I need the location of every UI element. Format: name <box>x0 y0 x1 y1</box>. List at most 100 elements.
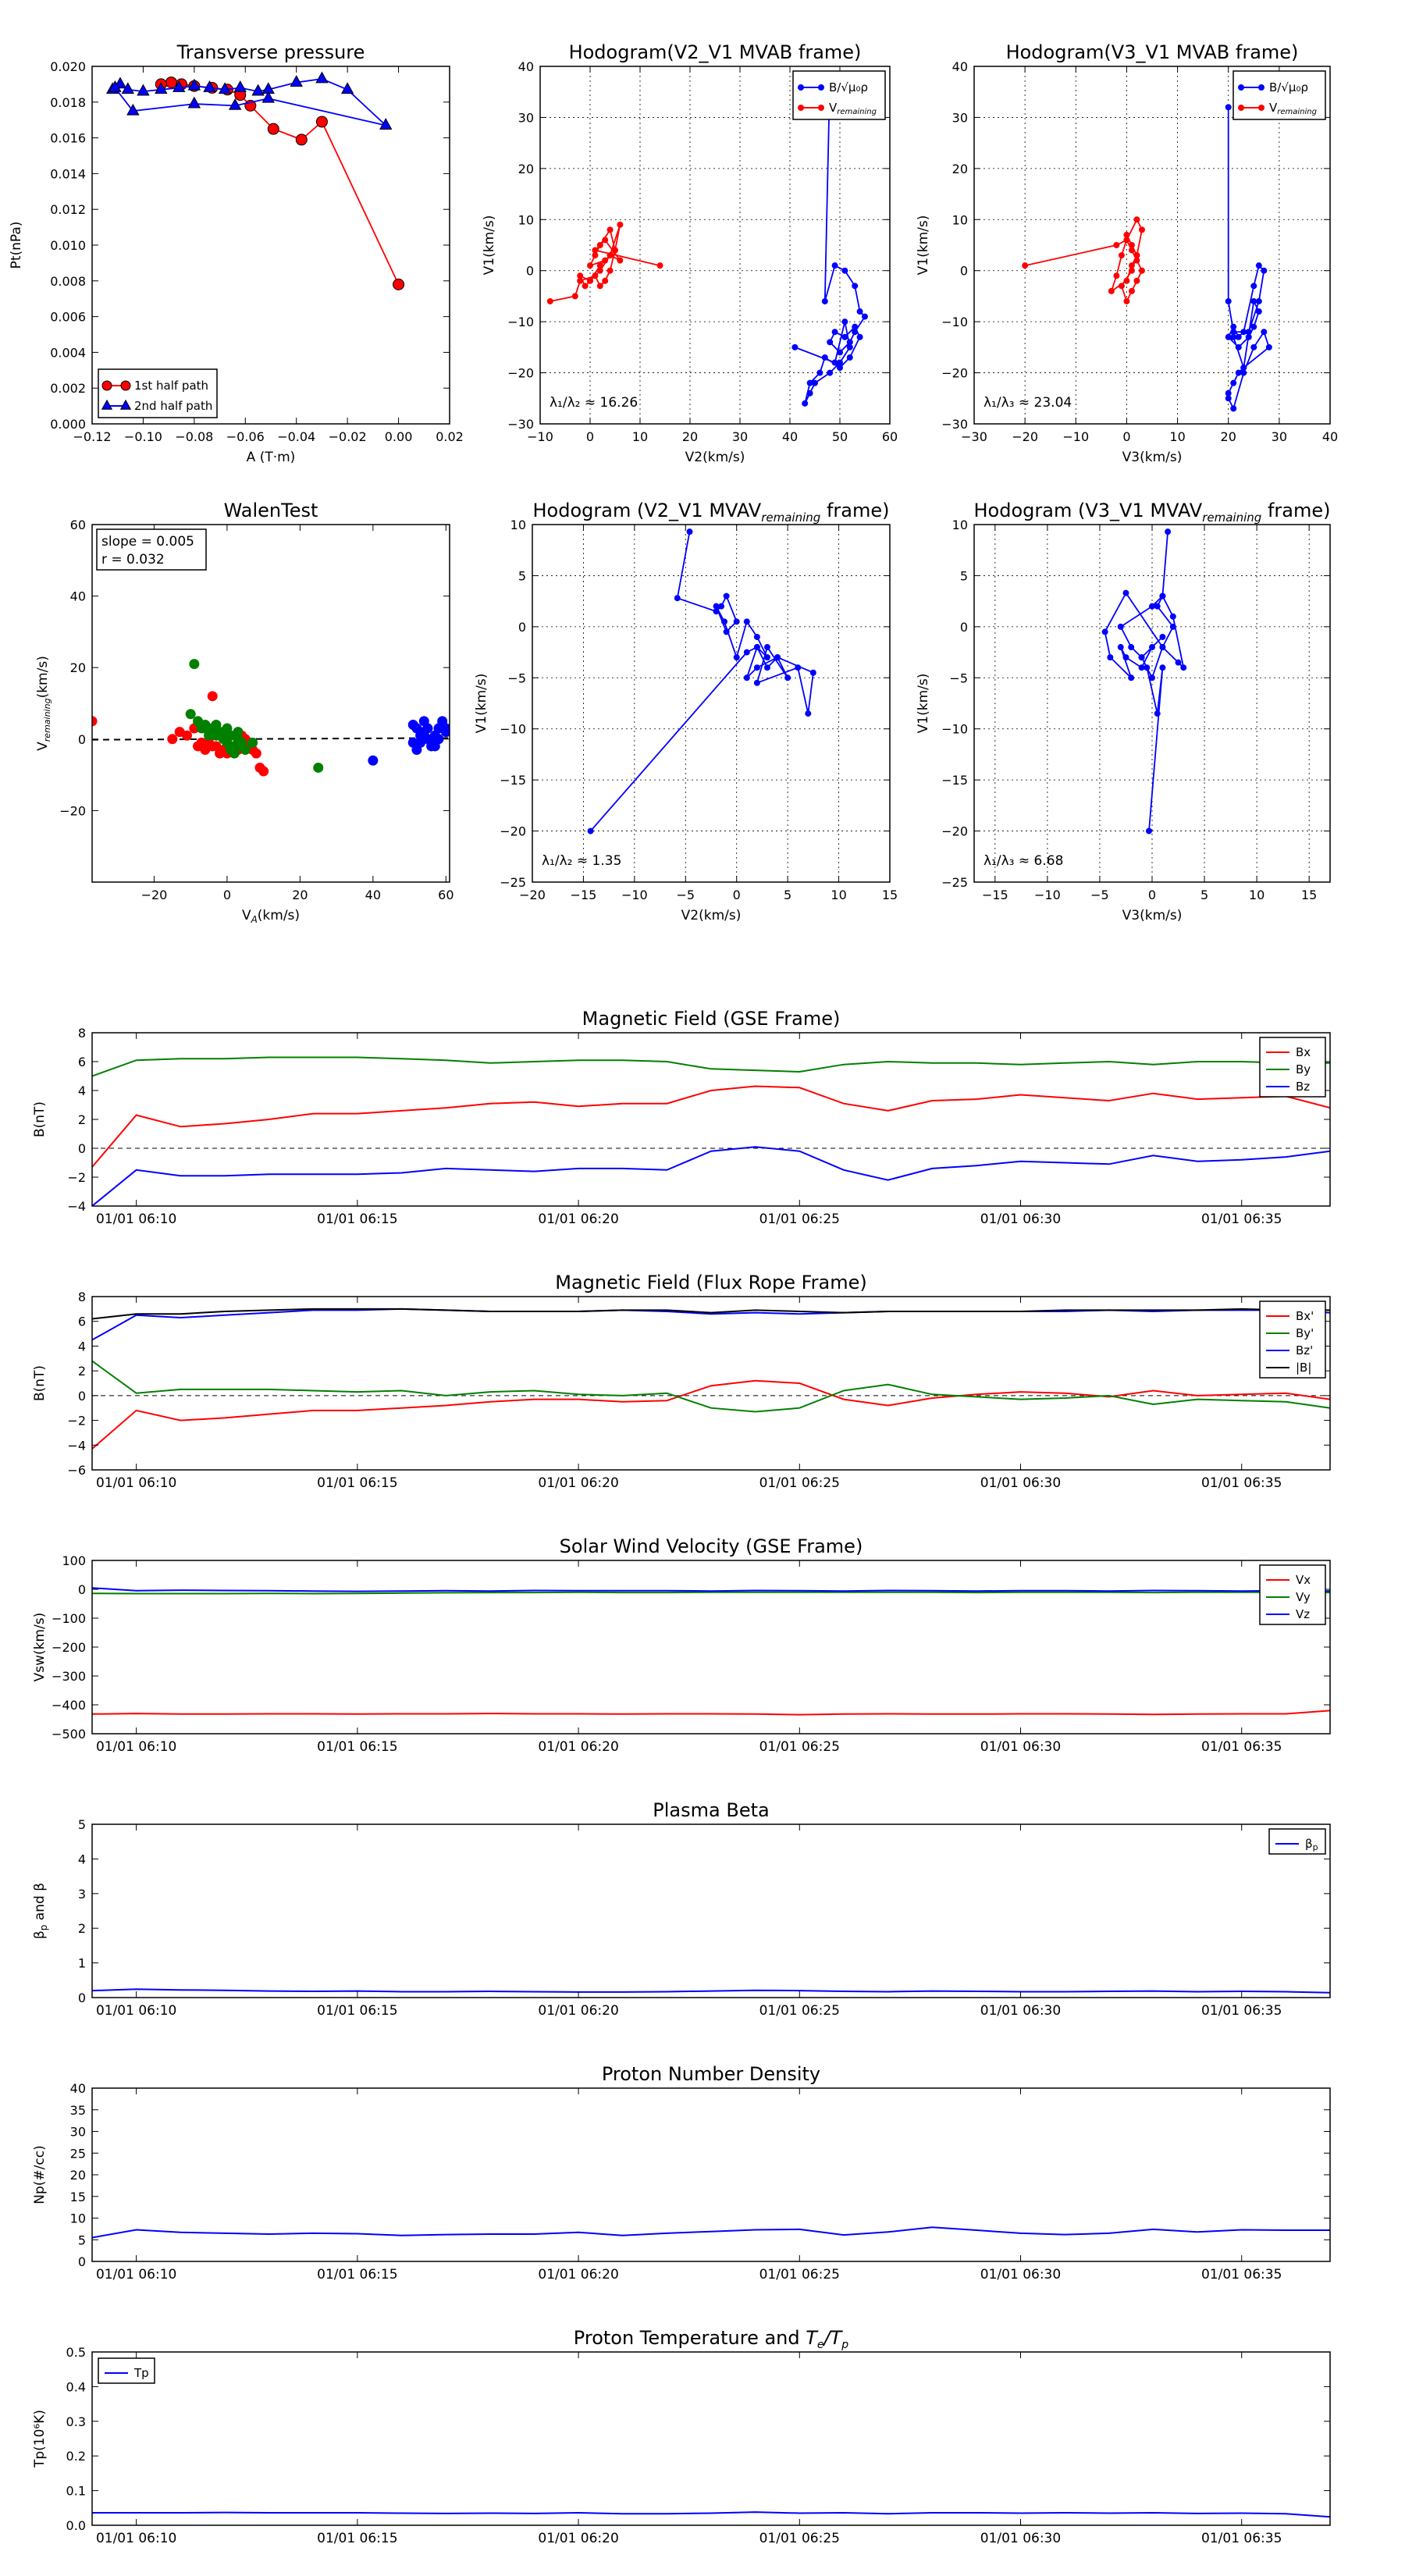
series-line <box>92 1591 1330 1595</box>
y-tick-label: 0 <box>960 620 968 635</box>
plot-area <box>92 1056 1330 1206</box>
axes-frame <box>91 1823 1331 1998</box>
data-point <box>193 716 204 727</box>
data-point <box>1250 297 1257 304</box>
y-tick-label: 0 <box>78 732 86 747</box>
y-tick-label: 5 <box>960 568 968 583</box>
y-tick-label: 2 <box>78 1921 86 1936</box>
legend-label: Tp <box>133 2366 149 2380</box>
plot-area <box>105 71 405 290</box>
x-tick-label: 01/01 06:15 <box>317 2267 397 2282</box>
x-axis-label: V3(km/s) <box>1122 908 1183 923</box>
plot-area <box>1022 104 1272 412</box>
data-point <box>1235 343 1242 350</box>
data-point <box>1154 603 1161 610</box>
data-point <box>1154 710 1161 717</box>
data-point <box>1165 528 1172 535</box>
data-point <box>1123 277 1130 284</box>
y-tick-label: 0.2 <box>66 2449 86 2464</box>
y-tick-label: 25 <box>70 2146 86 2161</box>
data-point <box>723 628 730 635</box>
y-tick-label: 0.0 <box>66 2518 86 2533</box>
y-tick-label: −20 <box>941 366 968 381</box>
data-point <box>207 741 218 752</box>
y-tick-label: 0.3 <box>66 2414 86 2429</box>
data-point <box>582 283 589 290</box>
y-tick-label: 0.018 <box>50 95 86 110</box>
data-point <box>1230 323 1237 330</box>
y-tick-label: −5 <box>507 671 526 685</box>
x-axis-label: A (T·m) <box>247 450 296 465</box>
x-tick-label: 01/01 06:30 <box>980 2531 1061 2546</box>
y-tick-label: −10 <box>941 315 968 329</box>
x-tick-label: −15 <box>982 888 1008 902</box>
x-tick-label: 01/01 06:10 <box>96 2267 176 2282</box>
y-tick-label: 0.000 <box>50 417 86 432</box>
data-point <box>207 691 218 702</box>
x-tick-label: 01/01 06:15 <box>317 1739 397 1755</box>
y-tick-label: −4 <box>67 1438 86 1453</box>
y-axis-label: Tp(10⁶K) <box>32 2410 48 2468</box>
data-point <box>1128 674 1135 681</box>
series-line <box>1104 532 1185 831</box>
y-tick-label: 10 <box>70 2211 86 2226</box>
plot-area <box>92 659 450 777</box>
data-point <box>753 679 760 686</box>
y-tick-label: −500 <box>52 1727 86 1742</box>
y-tick-label: 10 <box>952 212 968 227</box>
data-point <box>1117 623 1124 630</box>
legend-label: Bz <box>1296 1080 1310 1094</box>
data-point <box>315 116 328 128</box>
data-point <box>721 618 728 625</box>
data-point <box>841 267 848 274</box>
y-tick-label: 0.5 <box>66 2345 86 2360</box>
x-tick-label: −20 <box>519 888 546 902</box>
data-point <box>812 379 818 386</box>
data-point <box>1240 369 1247 376</box>
data-point <box>743 618 750 625</box>
x-tick-label: 01/01 06:30 <box>980 1739 1061 1755</box>
chart-title: Proton Number Density <box>602 2063 820 2085</box>
legend-label: Vz <box>1296 1607 1310 1621</box>
data-point <box>587 827 594 834</box>
x-tick-label: 01/01 06:35 <box>1201 2531 1282 2546</box>
data-point <box>101 380 112 391</box>
data-point <box>602 277 609 284</box>
series-line <box>589 532 814 832</box>
legend: 1st half path 2nd half path <box>98 368 218 418</box>
plot-area <box>92 1587 1330 1716</box>
y-tick-label: 10 <box>952 518 968 532</box>
y-tick-label: 0 <box>78 1991 86 2005</box>
y-tick-label: 35 <box>70 2103 86 2118</box>
data-point <box>1159 592 1166 600</box>
y-tick-label: 20 <box>518 162 534 176</box>
data-point <box>185 709 196 720</box>
data-point <box>203 80 216 92</box>
data-point <box>1258 105 1264 111</box>
data-point <box>187 78 201 91</box>
y-tick-label: −5 <box>949 671 968 685</box>
data-point <box>340 82 354 94</box>
legend: Tp <box>98 2357 155 2384</box>
data-point <box>1235 369 1242 376</box>
x-tick-label: 01/01 06:15 <box>317 1212 397 1227</box>
y-axis-label: V1(km/s) <box>474 674 489 734</box>
data-point <box>173 80 186 92</box>
x-tick-label: 01/01 06:20 <box>538 2003 618 2019</box>
y-axis-label: βp and β <box>32 1883 49 1939</box>
eigen-ratio: λ₁/λ₃ ≈ 6.68 <box>984 853 1063 869</box>
plot-area <box>1101 528 1187 834</box>
data-point <box>101 399 113 410</box>
chart-h3: Hodogram (V2_V1 MVAVremaining frame)−20−… <box>474 500 898 923</box>
y-tick-label: −200 <box>52 1640 86 1655</box>
data-point <box>602 237 609 244</box>
y-tick-label: −4 <box>67 1199 86 1214</box>
chart-walen: WalenTest −20 0 20 40 60 VA(km/s) −20 0 20 40 60 Vre… <box>35 500 454 925</box>
y-tick-label: 6 <box>78 1315 86 1329</box>
legend-label: 2nd half path <box>134 399 212 413</box>
x-tick-label: 40 <box>365 888 381 902</box>
data-point <box>571 293 578 300</box>
chart-title: WalenTest <box>224 500 318 521</box>
y-tick-label: 4 <box>78 1852 86 1866</box>
data-point <box>187 96 201 109</box>
